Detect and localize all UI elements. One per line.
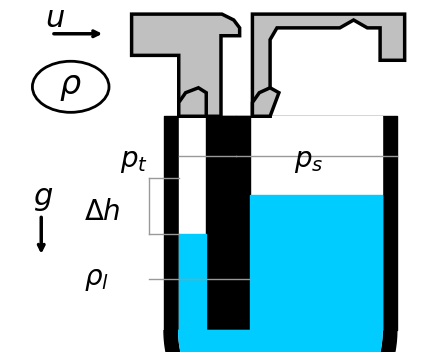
Text: $g$: $g$	[33, 182, 54, 213]
Polygon shape	[132, 14, 240, 116]
Text: $p_s$: $p_s$	[293, 148, 323, 175]
Polygon shape	[179, 88, 206, 116]
Text: $\rho$: $\rho$	[59, 71, 82, 103]
Polygon shape	[253, 88, 279, 116]
Ellipse shape	[33, 61, 109, 112]
Text: $\Delta h$: $\Delta h$	[84, 199, 121, 226]
Polygon shape	[253, 14, 405, 116]
Text: $\rho_l$: $\rho_l$	[84, 266, 110, 293]
Polygon shape	[164, 331, 397, 352]
Polygon shape	[179, 331, 382, 352]
Text: $p_t$: $p_t$	[120, 148, 148, 175]
Text: $u$: $u$	[45, 2, 65, 33]
Polygon shape	[179, 331, 382, 352]
